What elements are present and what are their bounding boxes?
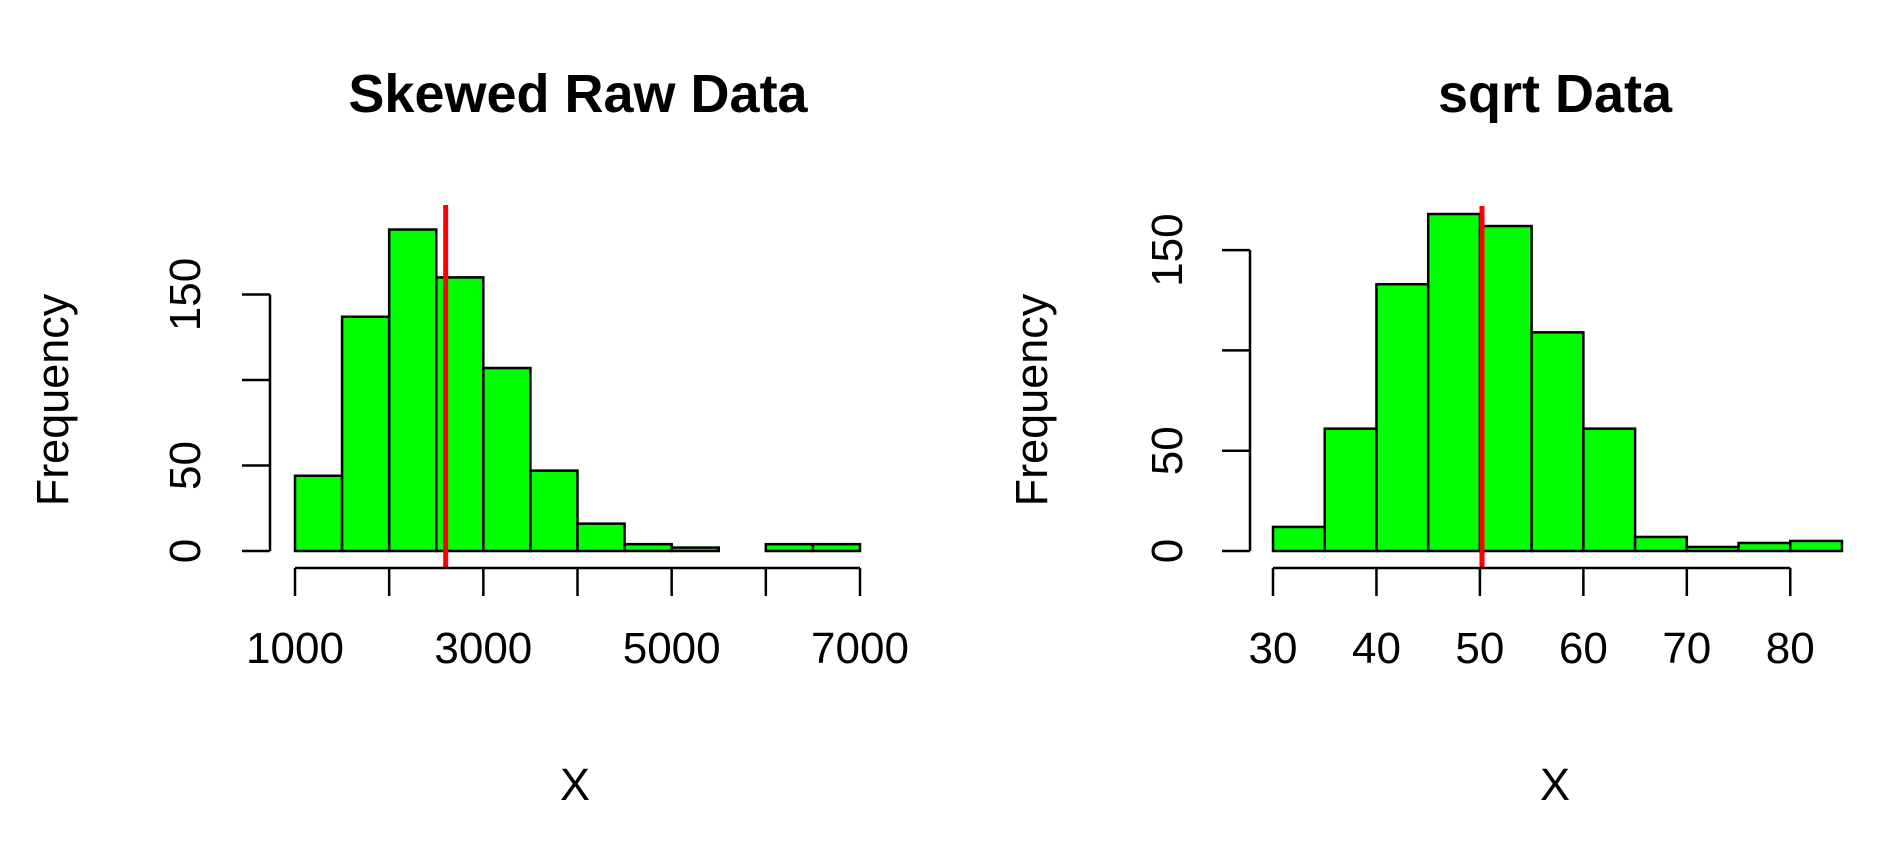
histogram-bar — [1737, 541, 1792, 553]
x-tick-label: 60 — [1559, 624, 1608, 673]
histogram-bar — [1323, 427, 1378, 553]
y-tick-label: 0 — [161, 539, 210, 563]
y-tick-label: 150 — [161, 258, 210, 331]
x-tick-label: 30 — [1249, 624, 1298, 673]
histogram-bar — [1271, 525, 1326, 553]
x-tick-label: 1000 — [246, 624, 344, 673]
y-axis-label: Frequency — [27, 293, 78, 506]
chart-title: Skewed Raw Data — [348, 64, 808, 124]
y-tick-label: 0 — [1143, 539, 1192, 563]
histogram-bar — [1582, 427, 1637, 553]
histogram-bar — [529, 469, 579, 553]
x-tick-label: 70 — [1662, 624, 1711, 673]
histogram-bar — [764, 542, 815, 553]
histogram-bar — [576, 522, 626, 553]
histogram-bar — [1478, 224, 1533, 553]
y-axis-label: Frequency — [1006, 293, 1057, 506]
histogram-bar — [1685, 545, 1740, 553]
panel-sqrt-data: sqrt Data 30 40 50 60 70 80 0 50 150 X Frequency — [1006, 64, 1844, 810]
x-axis-label: X — [560, 759, 590, 810]
y-tick-label: 150 — [1143, 213, 1192, 286]
x-tick-label: 3000 — [434, 624, 532, 673]
x-tick-label: 80 — [1766, 624, 1815, 673]
y-tick-label: 50 — [1143, 426, 1192, 475]
panel-skewed-raw-data: Skewed Raw Data 1000 3000 5000 7000 0 50 150 X Fr… — [27, 64, 909, 810]
histogram-bar — [482, 366, 532, 553]
histogram-bar — [293, 474, 344, 553]
histogram-bar — [1530, 331, 1585, 553]
x-tick-label: 7000 — [811, 624, 909, 673]
histogram-bar — [340, 315, 391, 553]
x-axis-label: X — [1540, 759, 1570, 810]
histogram-bar — [670, 546, 721, 553]
histogram-bar — [1375, 282, 1430, 553]
histogram-bar — [811, 542, 862, 553]
histogram-bar — [623, 542, 673, 553]
y-tick-label: 50 — [161, 441, 210, 490]
x-tick-label: 40 — [1352, 624, 1401, 673]
x-tick-label: 5000 — [623, 624, 721, 673]
chart-title: sqrt Data — [1438, 64, 1673, 124]
histogram-bar — [1426, 212, 1482, 553]
x-tick-label: 50 — [1455, 624, 1504, 673]
histogram-bar — [1789, 539, 1844, 553]
histogram-bar — [387, 228, 438, 553]
histogram-bar — [1633, 535, 1689, 553]
